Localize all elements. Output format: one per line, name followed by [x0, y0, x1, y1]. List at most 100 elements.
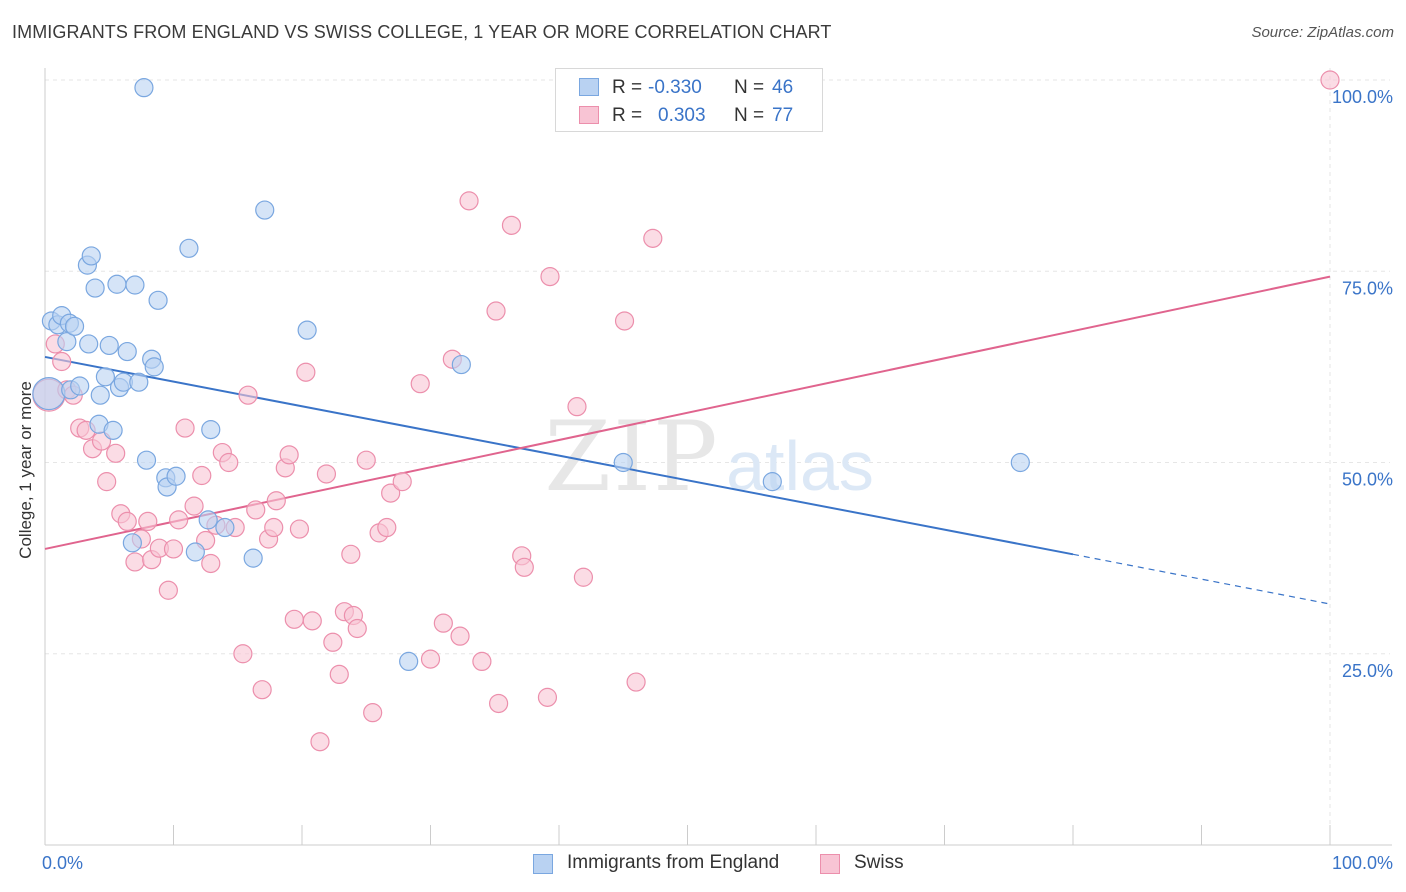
data-point [192, 465, 212, 486]
data-point [95, 367, 115, 387]
data-point [472, 651, 492, 672]
data-point [215, 517, 235, 538]
series-label-swiss: Swiss [854, 852, 904, 873]
data-point [614, 311, 635, 331]
x-tick-label: 0.0% [42, 853, 83, 873]
legend-n-value: 77 [772, 105, 794, 126]
data-point [79, 334, 99, 354]
axes [44, 68, 1392, 846]
data-point [284, 609, 304, 629]
data-point [486, 301, 506, 321]
legend-r-label: R = [612, 77, 643, 98]
data-point [246, 500, 266, 520]
data-point [81, 246, 101, 266]
data-point [626, 672, 646, 692]
data-point [567, 397, 587, 417]
data-point [169, 510, 189, 530]
data-point [219, 452, 239, 473]
correlation-legend: R = -0.330 N = 46 R = 0.303 N = 77 [555, 68, 823, 132]
legend-r-value: 0.303 [658, 105, 706, 126]
data-point [138, 511, 158, 532]
data-point [296, 362, 316, 382]
data-point [198, 510, 218, 530]
legend-swatch-england [579, 78, 599, 96]
data-point [347, 618, 367, 639]
data-point [762, 472, 782, 492]
data-point [289, 519, 310, 539]
legend-n-label: N = [734, 77, 765, 98]
data-point [184, 496, 204, 516]
data-point [163, 539, 184, 559]
data-point [302, 611, 322, 631]
data-point [166, 466, 186, 486]
data-point [252, 680, 272, 700]
data-point [85, 278, 105, 298]
data-point [107, 274, 127, 294]
legend-row-swiss: R = 0.303 N = 77 [556, 100, 822, 128]
legend-swatch-swiss [579, 106, 599, 124]
data-point [122, 533, 142, 553]
y-tick-label: 75.0% [1342, 278, 1393, 298]
data-point [1320, 70, 1340, 90]
data-point [341, 544, 361, 564]
data-point [459, 191, 479, 211]
data-point [514, 557, 534, 577]
data-point [32, 377, 66, 411]
data-point [129, 372, 149, 392]
watermark-atlas: atlas [726, 427, 874, 505]
data-point [52, 351, 72, 372]
legend-r-value: -0.330 [648, 77, 702, 98]
data-point [179, 238, 199, 258]
data-point [450, 626, 470, 646]
data-point [323, 632, 343, 652]
data-point [57, 332, 77, 352]
data-point [134, 78, 154, 98]
data-point [266, 491, 286, 511]
data-point [90, 385, 110, 405]
data-point [537, 687, 558, 707]
series-legend: Immigrants from England Swiss [0, 852, 1406, 878]
legend-n-value: 46 [772, 77, 794, 98]
data-point [64, 316, 85, 336]
data-point [106, 443, 126, 463]
data-point [99, 335, 119, 356]
data-point [136, 450, 157, 470]
data-point [175, 418, 195, 438]
data-point [125, 552, 145, 572]
data-point [410, 374, 430, 394]
series-points-england [32, 78, 1030, 672]
y-axis-label: College, 1 year or more [16, 381, 35, 559]
watermark: ZIP atlas [544, 401, 874, 513]
data-point [233, 644, 253, 664]
data-point [201, 553, 221, 574]
x-tick-label: 100.0% [1332, 853, 1393, 873]
data-point [255, 200, 275, 220]
data-point [125, 275, 145, 295]
data-point [144, 357, 164, 377]
legend-r-label: R = [612, 105, 643, 126]
data-point [329, 664, 349, 685]
data-point [117, 511, 137, 532]
data-point [643, 228, 663, 248]
data-point [310, 732, 330, 752]
data-point [316, 464, 337, 484]
data-point [489, 693, 509, 714]
data-point [433, 613, 453, 633]
data-point [70, 376, 90, 396]
tick-labels: 25.0% 50.0% 75.0% 100.0% 0.0% 100.0% [42, 87, 1393, 873]
data-point [97, 472, 117, 492]
legend-row-england: R = -0.330 N = 46 [556, 72, 822, 100]
data-point [279, 445, 299, 465]
data-point [264, 517, 284, 538]
source-label: Source: ZipAtlas.com [1251, 24, 1394, 41]
data-point [377, 517, 397, 538]
data-point [158, 580, 178, 600]
trend-line-england [44, 355, 1074, 556]
series-swatch-swiss [820, 854, 840, 874]
data-point [573, 567, 594, 587]
data-point [501, 215, 522, 235]
series-label-england: Immigrants from England [567, 852, 780, 873]
data-point [540, 267, 560, 287]
data-point [381, 483, 401, 503]
